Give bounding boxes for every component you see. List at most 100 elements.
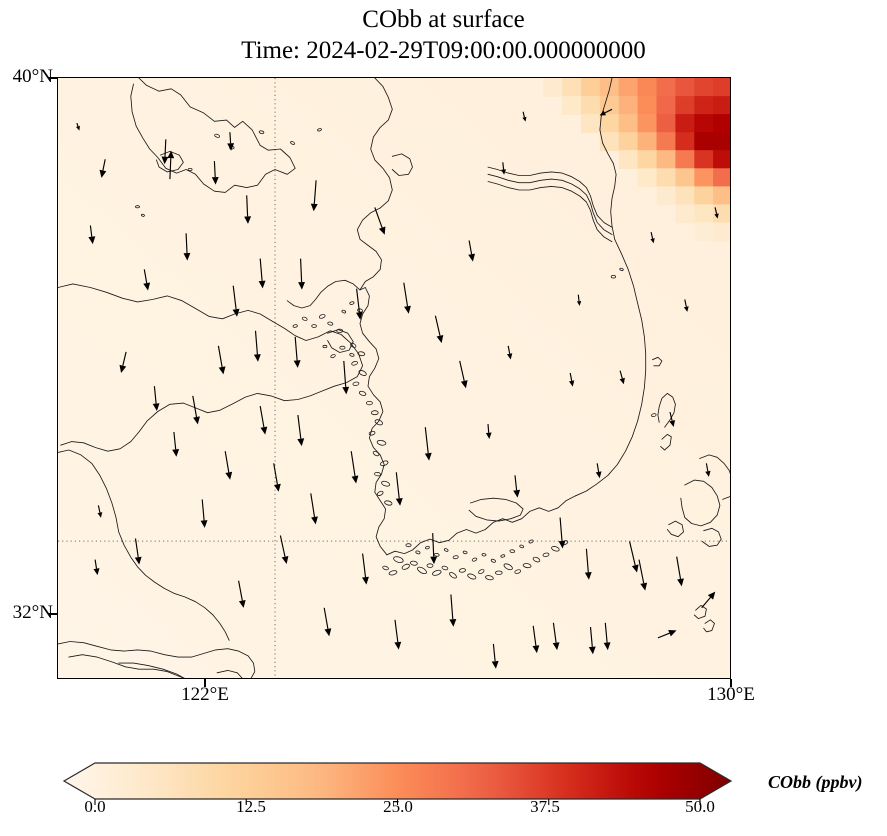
wind-arrow-head (99, 169, 107, 178)
wind-arrow-head (507, 353, 513, 360)
wind-arrow-shaft (232, 285, 237, 310)
coastline-path (701, 527, 722, 547)
wind-arrow-head (650, 238, 655, 244)
wind-arrow-head (218, 366, 226, 375)
coastline-path (575, 238, 647, 497)
wind-arrow-shaft (450, 594, 454, 620)
wind-arrow-head (88, 236, 96, 245)
wind-arrow-head (311, 516, 318, 525)
island-outline (368, 430, 376, 436)
plume-cell (675, 168, 695, 188)
island-outline (509, 549, 516, 554)
wind-arrow-shaft (310, 493, 316, 518)
wind-arrow-shaft (684, 299, 687, 307)
wind-arrow-head (97, 512, 103, 518)
wind-arrow-head (424, 452, 432, 461)
wind-arrow-shaft (638, 559, 645, 584)
plume-cell (599, 132, 620, 151)
island-outline (352, 381, 360, 386)
wind-arrow-shaft (273, 463, 278, 485)
wind-arrow-head (324, 628, 332, 637)
island-outline (434, 552, 440, 557)
colorbar: 0.0 12.5 25.0 37.5 50.0 (0, 755, 887, 836)
coastline-path (660, 433, 672, 451)
wind-arrow-head (356, 311, 363, 320)
x-tick-label-122E: 122°E (181, 684, 229, 705)
wind-arrow-shaft (604, 108, 613, 114)
wind-arrow-shaft (213, 161, 216, 178)
wind-arrow-shaft (217, 345, 223, 368)
coastline-path (468, 497, 524, 522)
island-outline (503, 563, 513, 571)
map-canvas (58, 78, 730, 678)
wind-arrow-shaft (468, 240, 473, 255)
coastline-path (286, 279, 361, 309)
island-outline (514, 569, 522, 574)
plume-cell (599, 114, 620, 133)
island-outline (417, 566, 427, 575)
wind-arrow-shaft (192, 395, 198, 418)
island-outline (452, 555, 459, 560)
island-outline (358, 370, 367, 376)
colorbar-gradient (62, 762, 733, 800)
coastline-path (666, 520, 684, 538)
wind-arrow-shaft (629, 541, 636, 566)
wind-arrow-shaft (585, 548, 589, 573)
wind-arrow-head (599, 110, 606, 116)
plume-cell (637, 96, 658, 115)
wind-arrow-head (576, 301, 582, 306)
wind-arrow-head (395, 498, 403, 506)
island-outline (214, 133, 220, 138)
wind-arrow-head (513, 489, 521, 498)
y-tick-mark-40N (49, 77, 57, 79)
wind-arrow-head (595, 471, 602, 479)
wind-arrow-shaft (185, 233, 188, 254)
wind-arrow-head (603, 642, 611, 651)
wind-arrow-shaft (362, 553, 367, 578)
x-tick-label-130E: 130°E (707, 684, 755, 705)
wind-arrow-shaft (492, 643, 496, 662)
plume-cell (656, 186, 677, 206)
wind-arrow-shaft (164, 139, 167, 157)
plume-cell (656, 78, 677, 97)
island-outline (432, 569, 442, 576)
wind-arrow-head (260, 426, 268, 435)
island-outline (382, 565, 389, 571)
figure-title: CObb at surface Time: 2024-02-29T09:00:0… (0, 4, 887, 66)
plume-cell (675, 114, 695, 133)
wind-arrow-shaft (676, 556, 682, 580)
island-outline (405, 543, 412, 548)
plume-cell (656, 96, 677, 115)
coastline-path (356, 78, 393, 291)
island-outline (301, 316, 308, 321)
plume-cell (694, 222, 714, 242)
plume-cell (713, 168, 730, 188)
plume-cell (675, 204, 695, 224)
wind-arrow-shaft (502, 162, 505, 170)
wind-arrow-head (631, 564, 639, 573)
island-outline (610, 274, 617, 279)
plume-cell (694, 114, 714, 133)
wind-arrow-shaft (559, 517, 563, 542)
colorbar-tick-0: 0.0 (84, 797, 106, 816)
wind-vectors (76, 108, 719, 669)
coastline-path (58, 283, 364, 452)
wind-arrow-shaft (350, 451, 356, 477)
island-outline (388, 570, 398, 576)
island-outline (370, 410, 379, 416)
colorbar-canvas (62, 762, 733, 805)
wind-arrow-shaft (403, 282, 409, 307)
plume-cell (637, 114, 658, 133)
island-outline (376, 490, 384, 496)
island-outline (318, 314, 326, 319)
wind-arrow-shaft (343, 360, 347, 387)
plume-cell (694, 186, 714, 206)
wind-arrow-shaft (487, 424, 490, 433)
coastline-path (487, 166, 613, 228)
wind-arrow-head (93, 568, 100, 576)
wind-arrow-shaft (259, 406, 265, 428)
coastlines (58, 78, 730, 678)
wind-arrow-head (238, 600, 246, 608)
plume-cell (675, 78, 695, 97)
colorbar-tick-2: 25.0 (383, 797, 413, 816)
